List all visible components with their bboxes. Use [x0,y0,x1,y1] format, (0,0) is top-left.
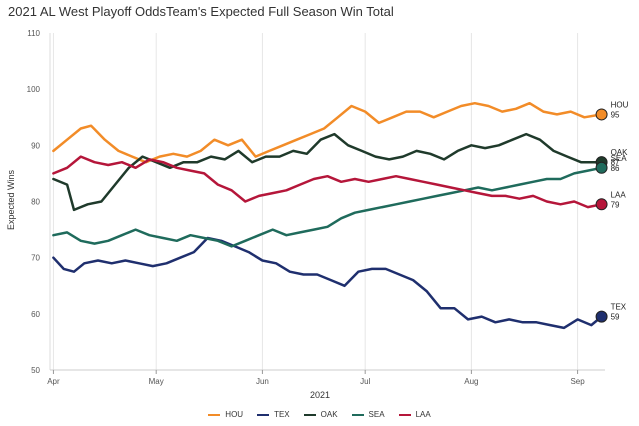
legend-swatch [351,413,364,416]
series-line-hou [52,101,603,164]
legend-label: HOU [225,410,244,419]
series-line-tex [52,236,603,330]
legend-swatch [398,413,411,416]
x-tick-label: Sep [570,377,585,386]
legend-label: SEA [368,410,385,419]
end-label-laa: LAA [611,190,627,199]
legend-item-tex: TEX [257,410,290,419]
x-tick-label: May [149,377,164,386]
end-value-laa: 79 [611,200,620,209]
y-tick-label: 100 [27,85,41,94]
y-tick-label: 50 [31,366,40,375]
legend-swatch [208,413,221,416]
end-label-oak: OAK [611,148,629,157]
legend-label: LAA [415,410,431,419]
y-axis: 50 60 70 80 90 100 110 [27,29,51,375]
y-tick-label: 90 [31,141,40,150]
end-marker-sea [595,161,608,174]
end-label-tex: TEX [611,303,627,312]
legend-item-hou: HOU [208,410,243,419]
end-value-sea: 86 [611,164,620,173]
x-tick-label: Aug [464,377,478,386]
end-value-oak: 87 [611,158,620,167]
legend-label: TEX [274,410,290,419]
end-label-hou: HOU [611,100,629,109]
end-value-tex: 59 [611,313,620,322]
end-marker-laa [595,198,608,211]
chart-title: 2021 AL West Playoff OddsTeam's Expected… [8,4,394,19]
end-marker-tex [595,310,608,323]
legend-item-oak: OAK [303,410,338,419]
end-marker-hou [595,108,608,121]
y-tick-label: 60 [31,310,40,319]
grid-lines [52,33,579,370]
series-line-oak [52,132,603,212]
legend-label: OAK [320,410,338,419]
legend-swatch [303,413,316,416]
legend-item-laa: LAA [398,410,431,419]
y-tick-label: 80 [31,198,40,207]
legend-swatch [257,413,270,416]
y-tick-label: 110 [27,29,40,38]
x-axis-title: 2021 [310,390,330,400]
series-line-sea [52,166,603,248]
y-tick-label: 70 [31,254,40,263]
x-tick-label: Apr [47,377,60,386]
x-tick-label: Jul [360,377,370,386]
y-axis-title: Expected Wins [6,169,16,230]
end-label-sea: SEA [611,154,628,163]
end-value-hou: 95 [611,110,620,119]
x-axis: Apr May Jun Jul Aug Sep [47,369,605,386]
legend: HOU TEX OAK SEA LAA [0,410,639,419]
legend-item-sea: SEA [351,410,385,419]
x-tick-label: Jun [256,377,269,386]
series-lines [52,101,603,330]
series-line-laa [52,155,603,209]
